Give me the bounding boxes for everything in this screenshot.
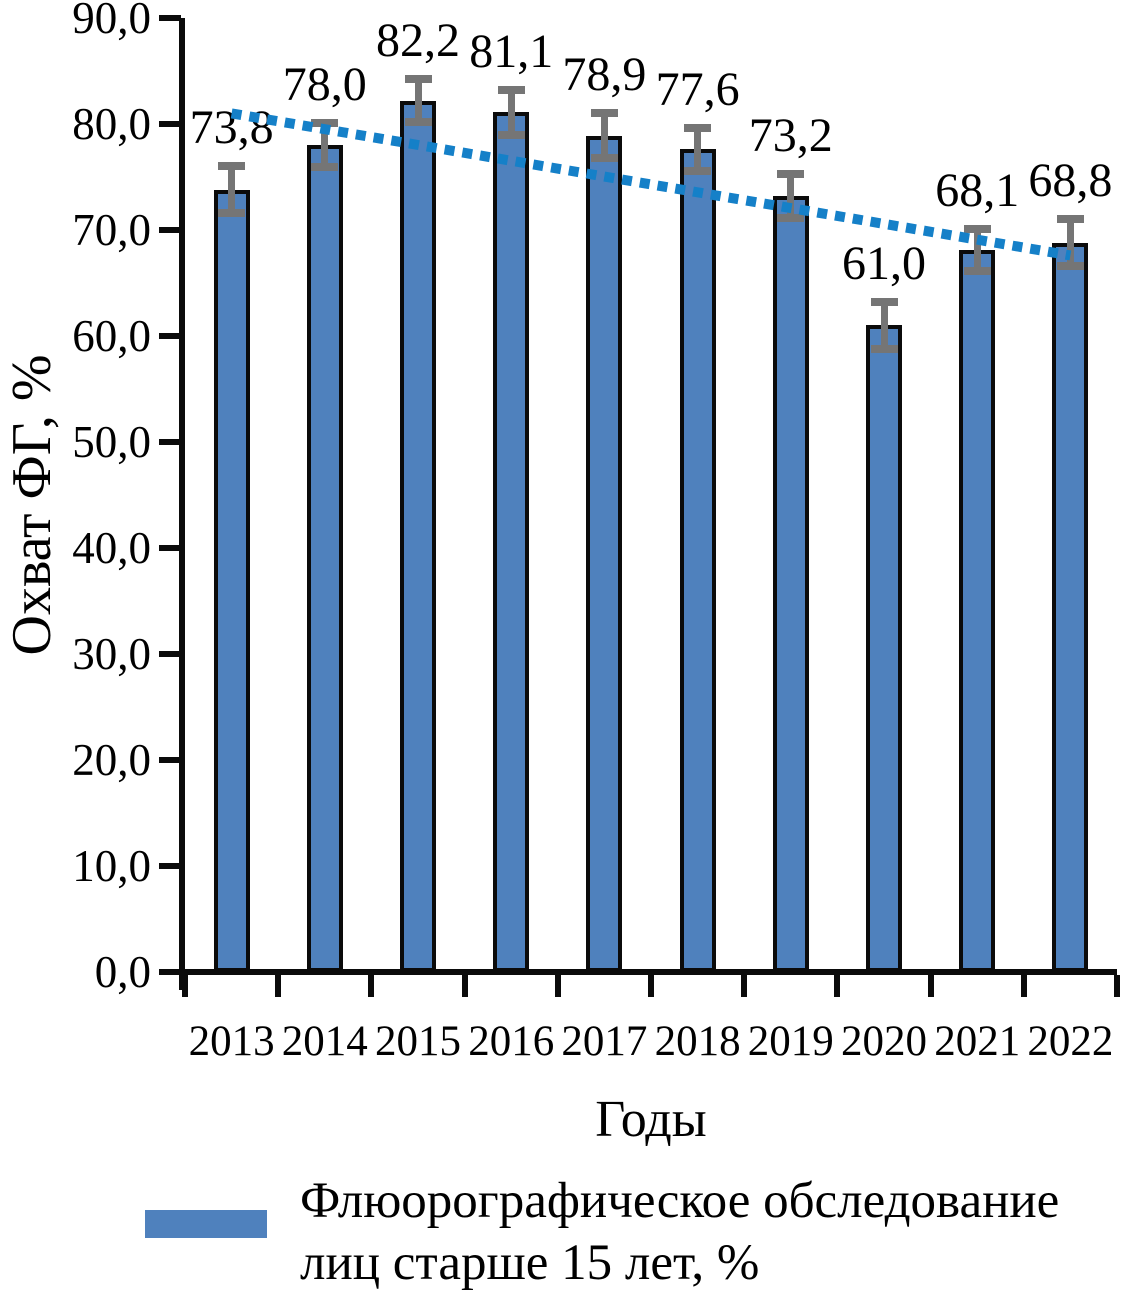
error-bar <box>787 173 795 219</box>
y-tick <box>159 757 181 763</box>
y-tick <box>159 227 181 233</box>
error-bar-cap <box>1056 215 1084 224</box>
x-category-label: 2014 <box>281 1018 368 1065</box>
bar-value-label: 77,6 <box>655 63 740 117</box>
y-tick <box>159 439 181 445</box>
x-tick <box>1114 975 1120 997</box>
x-category-label: 2017 <box>561 1018 648 1065</box>
x-tick <box>554 975 561 997</box>
x-axis-line <box>179 969 1117 975</box>
bar <box>586 135 623 972</box>
error-bar <box>321 122 329 168</box>
bar <box>866 325 902 972</box>
x-category-label: 2016 <box>468 1018 555 1065</box>
x-tick <box>1020 975 1027 997</box>
error-bar-cap <box>963 267 991 276</box>
x-category-label: 2015 <box>374 1018 461 1065</box>
y-tick-label: 50,0 <box>72 417 151 467</box>
x-axis-title: Годы <box>595 1091 707 1148</box>
y-tick-label: 20,0 <box>72 735 151 785</box>
error-bar-cap <box>218 209 246 218</box>
y-tick-label: 60,0 <box>72 311 151 361</box>
error-bar-cap <box>404 117 432 126</box>
bar-value-label: 78,9 <box>562 48 647 102</box>
bar <box>306 145 343 972</box>
x-tick <box>927 975 934 997</box>
x-category-label: 2021 <box>934 1018 1021 1065</box>
error-bar-cap <box>777 214 805 223</box>
y-tick <box>159 545 181 551</box>
x-tick <box>834 975 841 997</box>
error-bar-cap <box>311 163 339 172</box>
legend-swatch <box>145 1210 267 1238</box>
y-tick-label: 10,0 <box>72 841 151 891</box>
y-tick-label: 70,0 <box>72 205 151 255</box>
error-bar-cap <box>590 153 618 162</box>
error-bar-cap <box>497 130 525 139</box>
bar <box>1052 242 1089 972</box>
y-tick-label: 90,0 <box>72 0 151 43</box>
legend-label-line1: Флюорографическое обследование <box>300 1173 1060 1229</box>
y-tick <box>159 15 181 21</box>
x-tick <box>648 975 654 997</box>
error-bar-cap <box>963 224 991 233</box>
x-tick <box>368 975 375 997</box>
bar-value-label: 61,0 <box>842 237 926 291</box>
x-category-label: 2020 <box>840 1018 927 1065</box>
bar <box>400 100 436 972</box>
y-tick <box>159 863 181 869</box>
legend-label: Флюорографическое обследование лиц старш… <box>300 1170 1059 1294</box>
error-bar <box>880 302 888 349</box>
bar <box>213 189 250 972</box>
y-tick-label: 40,0 <box>72 523 151 573</box>
bar <box>493 112 530 972</box>
error-bar-cap <box>311 118 339 127</box>
bar-value-label: 68,8 <box>1028 154 1113 208</box>
y-tick <box>159 651 181 657</box>
bar-value-label: 82,2 <box>376 14 460 68</box>
error-bar-cap <box>870 344 898 353</box>
bar-value-label: 81,1 <box>469 25 554 79</box>
error-bar-cap <box>870 298 898 307</box>
y-tick <box>159 121 181 127</box>
error-bar <box>228 166 236 214</box>
x-tick <box>741 975 748 997</box>
bar <box>959 250 996 972</box>
error-bar <box>1066 219 1074 267</box>
x-category-label: 2022 <box>1027 1018 1114 1065</box>
error-bar-cap <box>218 162 246 171</box>
y-axis-line <box>179 18 185 990</box>
legend: Флюорографическое обследование лиц старш… <box>145 1170 1059 1294</box>
error-bar <box>600 113 608 158</box>
x-category-label: 2013 <box>188 1018 275 1065</box>
bar-value-label: 78,0 <box>282 57 367 111</box>
y-tick-label: 0,0 <box>94 947 151 997</box>
y-tick-label: 80,0 <box>72 99 151 149</box>
bar <box>772 196 809 972</box>
x-tick <box>275 975 282 997</box>
error-bar <box>973 228 981 272</box>
error-bar-cap <box>777 169 805 178</box>
error-bar <box>414 79 422 122</box>
legend-label-line2: лиц старше 15 лет, % <box>300 1235 760 1291</box>
x-tick <box>182 975 188 997</box>
y-tick <box>159 969 181 975</box>
y-tick <box>159 333 181 339</box>
error-bar-cap <box>497 86 525 95</box>
bar <box>679 149 716 972</box>
x-tick <box>461 975 468 997</box>
error-bar-cap <box>1056 262 1084 271</box>
y-axis-title: Охват ФГ, % <box>1 354 63 656</box>
bar-value-label: 73,2 <box>748 108 833 162</box>
x-category-label: 2019 <box>747 1018 834 1065</box>
x-category-label: 2018 <box>654 1018 741 1065</box>
error-bar-cap <box>404 75 432 84</box>
y-tick-label: 30,0 <box>72 629 151 679</box>
error-bar-cap <box>684 166 712 175</box>
